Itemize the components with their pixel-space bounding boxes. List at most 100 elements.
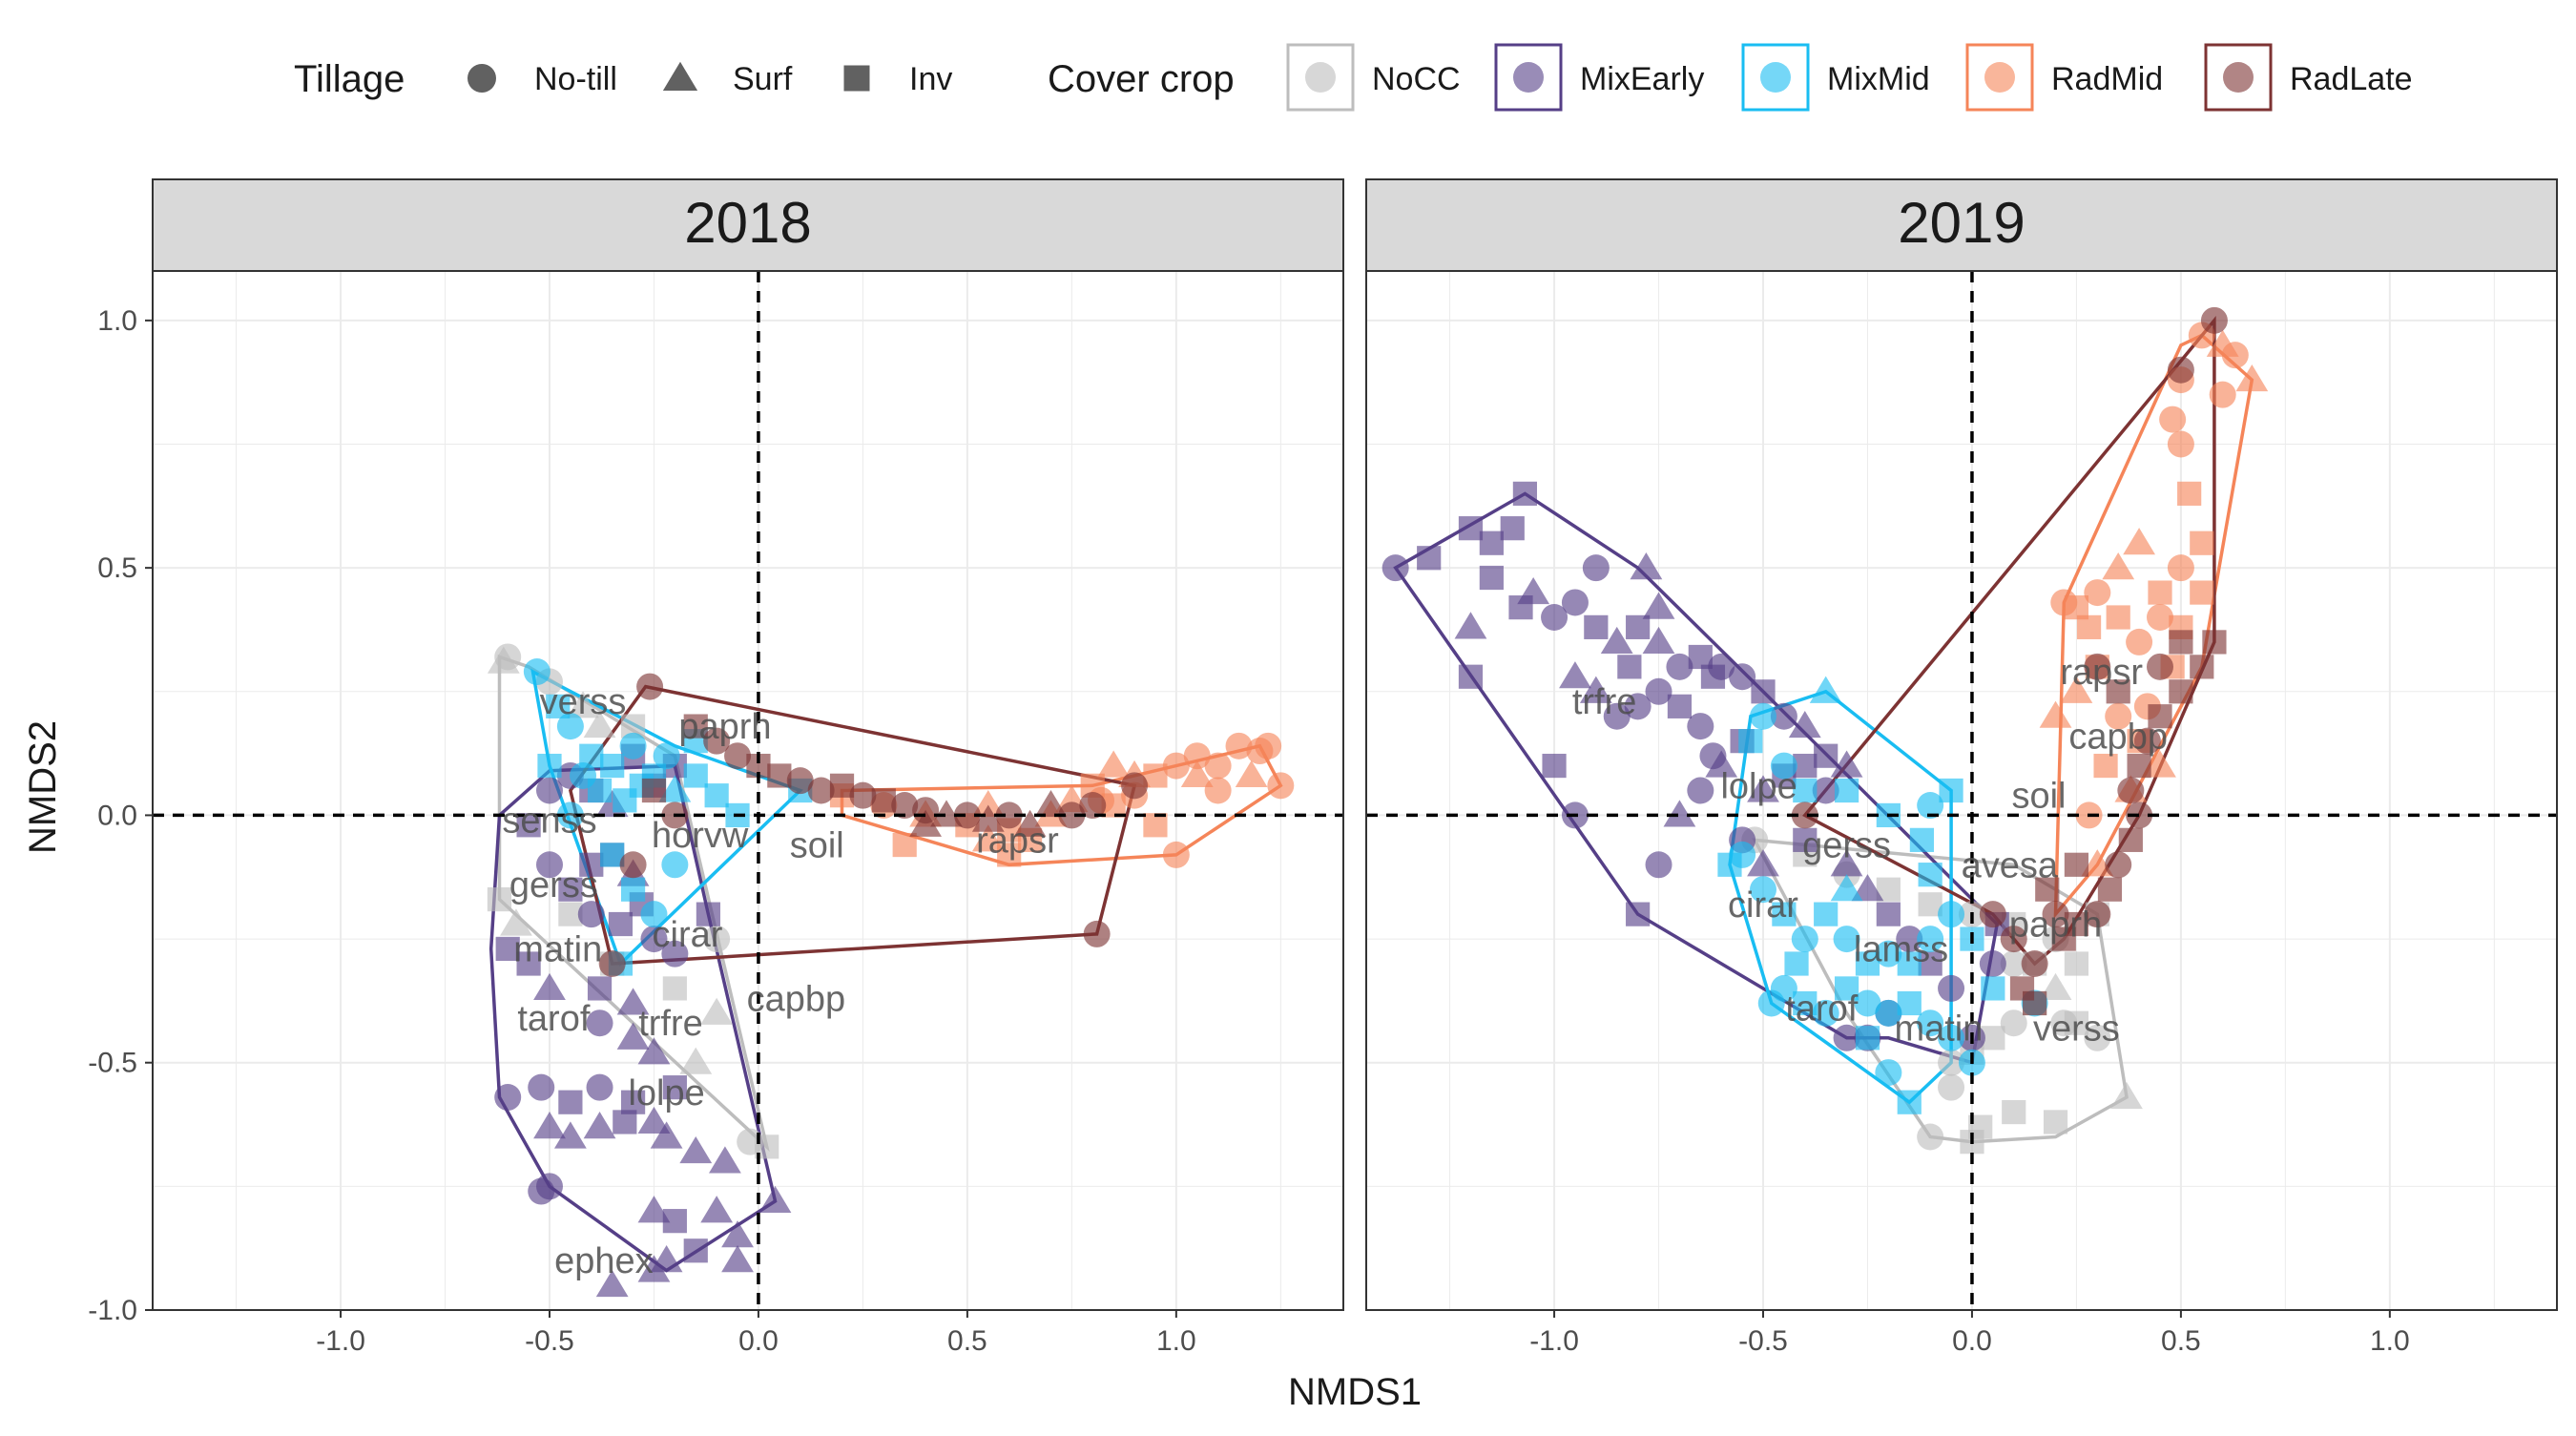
point-mixmid-2018 (704, 783, 729, 808)
point-mixmid-2019 (1855, 1026, 1880, 1051)
point-mixmid-2019 (1830, 874, 1863, 902)
point-radmid-2019 (2093, 753, 2118, 779)
x-axis-title: NMDS1 (1288, 1371, 1422, 1413)
panel-2019-title: 2019 (1898, 191, 2025, 255)
point-nocc-2018 (567, 691, 599, 718)
point-mixearly-2018 (579, 852, 604, 877)
point-radlate-2019 (2021, 950, 2048, 977)
hull-mixearly-2019 (1393, 491, 2000, 1065)
point-radlate-2019 (2148, 704, 2172, 729)
point-mixmid-2019 (1772, 902, 1797, 926)
point-radlate-2018 (807, 777, 835, 804)
point-mixearly-2018 (650, 1121, 683, 1149)
point-mixearly-2019 (1687, 713, 1714, 740)
legend-cover-items: NoCC MixEarly MixMid RadMid RadLate (1286, 43, 2413, 112)
legend-mixmid-label: MixMid (1827, 61, 1930, 97)
point-mixmid-2019 (1854, 989, 1881, 1017)
point-radlate-2019 (2105, 851, 2132, 879)
point-mixmid-2018 (556, 713, 584, 740)
point-radlate-2019 (2200, 306, 2228, 334)
species-label-tarof-2018: tarof (517, 999, 590, 1039)
x-tick-label-2019: 1.0 (2370, 1325, 2410, 1357)
point-mixmid-2019 (1834, 778, 1859, 803)
point-nocc-2019 (1917, 1123, 1944, 1151)
point-mixearly-2019 (1642, 626, 1675, 655)
species-label-gerss-2018: gerss (509, 865, 598, 905)
x-tick-label-2019: 0.5 (2161, 1325, 2201, 1357)
point-mixearly-2018 (586, 1073, 613, 1101)
point-mixearly-2018 (721, 1220, 754, 1248)
point-radlate-2019 (2000, 926, 2027, 953)
point-radlate-2019 (2106, 679, 2130, 704)
legend-mixmid-symbol (1760, 62, 1791, 93)
point-radlate-2018 (953, 801, 981, 829)
legend-nocc-label: NoCC (1372, 61, 1461, 97)
point-mixmid-2019 (1897, 990, 1922, 1016)
point-mixearly-2018 (586, 1009, 613, 1037)
point-mixearly-2019 (1687, 777, 1714, 804)
point-radlate-2018 (619, 851, 647, 879)
point-radmid-2019 (2084, 579, 2111, 607)
point-radmid-2018 (1162, 841, 1190, 868)
species-label-cirar-2019: cirar (1728, 885, 1798, 926)
point-nocc-2019 (2000, 950, 2027, 977)
point-radmid-2018 (1204, 752, 1232, 780)
species-label-matin-2018: matin (513, 929, 602, 969)
point-mixearly-2019 (1642, 592, 1675, 619)
species-label-rapsr-2019: rapsr (2060, 653, 2143, 693)
point-mixearly-2019 (1559, 661, 1591, 689)
point-mixearly-2019 (1708, 653, 1735, 680)
point-mixmid-2019 (1750, 702, 1776, 730)
point-mixmid-2019 (1784, 951, 1809, 976)
point-mixearly-2018 (577, 901, 605, 928)
point-mixearly-2019 (1851, 874, 1884, 902)
point-radlate-2018 (930, 800, 963, 827)
point-radlate-2018 (636, 673, 664, 700)
point-radmid-2019 (2081, 849, 2114, 877)
legend-radmid-symbol (1984, 62, 2015, 93)
hull-radmid-2019 (2053, 333, 2254, 920)
point-radlate-2018 (703, 727, 731, 755)
species-label-capbp-2018: capbp (747, 979, 846, 1019)
point-mixearly-2019 (1624, 693, 1652, 720)
point-mixmid-2019 (1918, 863, 1942, 887)
panel-2019-strip (1365, 178, 2558, 272)
point-radlate-2018 (683, 714, 708, 739)
point-radlate-2019 (2169, 630, 2193, 655)
point-radmid-2019 (2126, 628, 2153, 656)
point-radlate-2019 (2042, 901, 2069, 928)
point-mixearly-2018 (528, 1073, 555, 1101)
point-mixearly-2018 (637, 1037, 671, 1065)
point-mixmid-2019 (1814, 902, 1839, 926)
point-mixmid-2018 (640, 901, 668, 928)
legend-surf-label: Surf (733, 61, 793, 97)
point-mixearly-2019 (1458, 516, 1484, 541)
species-label-lamss-2019: lamss (1854, 929, 1948, 969)
point-mixmid-2019 (1750, 876, 1776, 904)
point-mixearly-2019 (1812, 777, 1839, 804)
panel-2019-plot: trfre lolpe soil rapsr capbp gerss avesa cirar p… (1365, 270, 2558, 1357)
point-nocc-2018 (703, 926, 731, 953)
point-mixmid-2019 (1917, 792, 1944, 820)
species-label-soil-2018: soil (790, 826, 844, 866)
point-mixearly-2019 (1896, 926, 1923, 953)
panel-2018-plot: verss paprh senss horvw soil rapsr gerss matin c… (88, 270, 1344, 1357)
point-mixearly-2018 (662, 1075, 687, 1100)
point-radmid-2018 (1183, 742, 1211, 770)
point-mixmid-2019 (1938, 901, 1965, 928)
legend-radlate-symbol (2223, 62, 2254, 93)
point-radlate-2019 (1979, 901, 2006, 928)
point-mixearly-2018 (536, 777, 563, 804)
point-radlate-2019 (2190, 655, 2214, 679)
point-mixmid-2019 (1917, 1009, 1944, 1037)
point-mixearly-2018 (683, 1238, 708, 1263)
point-radlate-2019 (2133, 727, 2161, 755)
point-radmid-2019 (2060, 676, 2093, 703)
point-nocc-2018 (679, 1047, 713, 1074)
point-radmid-2019 (2209, 381, 2236, 408)
point-mixearly-2019 (1938, 974, 1965, 1002)
point-mixmid-2019 (1897, 951, 1922, 976)
point-radlate-2019 (2127, 753, 2151, 779)
point-radlate-2019 (2084, 901, 2111, 928)
point-radlate-2019 (2064, 852, 2089, 877)
